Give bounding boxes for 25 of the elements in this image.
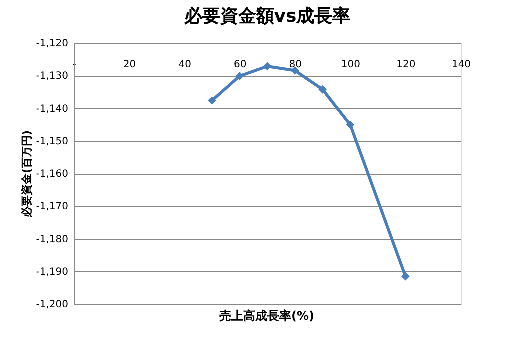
x-tick-label: 20 <box>123 60 136 70</box>
y-tick-label: -1,120 <box>36 38 68 50</box>
x-tick-label: 40 <box>178 60 192 70</box>
point <box>236 72 244 80</box>
y-tick-label: -1,180 <box>36 234 68 246</box>
y-axis-title: 必要資金(百万円) <box>20 130 34 219</box>
y-tick-label: -1,130 <box>36 71 68 82</box>
y-tick-label: -1,190 <box>36 266 68 278</box>
y-tick-label: -1,200 <box>36 300 68 310</box>
x-tick-label: 60 <box>234 60 247 70</box>
point <box>263 62 272 71</box>
x-tick-label: 120 <box>396 60 416 70</box>
y-tick-label: -1,160 <box>36 169 68 180</box>
x-axis-title: 売上高成長率(%) <box>220 309 314 323</box>
y-tick-label: -1,140 <box>36 104 68 115</box>
x-tick-label: 100 <box>341 60 360 70</box>
point <box>318 85 327 94</box>
x-tick-label: 140 <box>452 60 472 70</box>
chart-title: 必要資金額vs成長率 <box>183 6 351 27</box>
x-tick-label: 80 <box>289 60 302 70</box>
y-tick-label: -1,170 <box>36 202 68 213</box>
y-tick-label: -1,150 <box>36 136 68 148</box>
point <box>346 120 355 130</box>
point <box>402 272 410 281</box>
point <box>208 96 216 105</box>
